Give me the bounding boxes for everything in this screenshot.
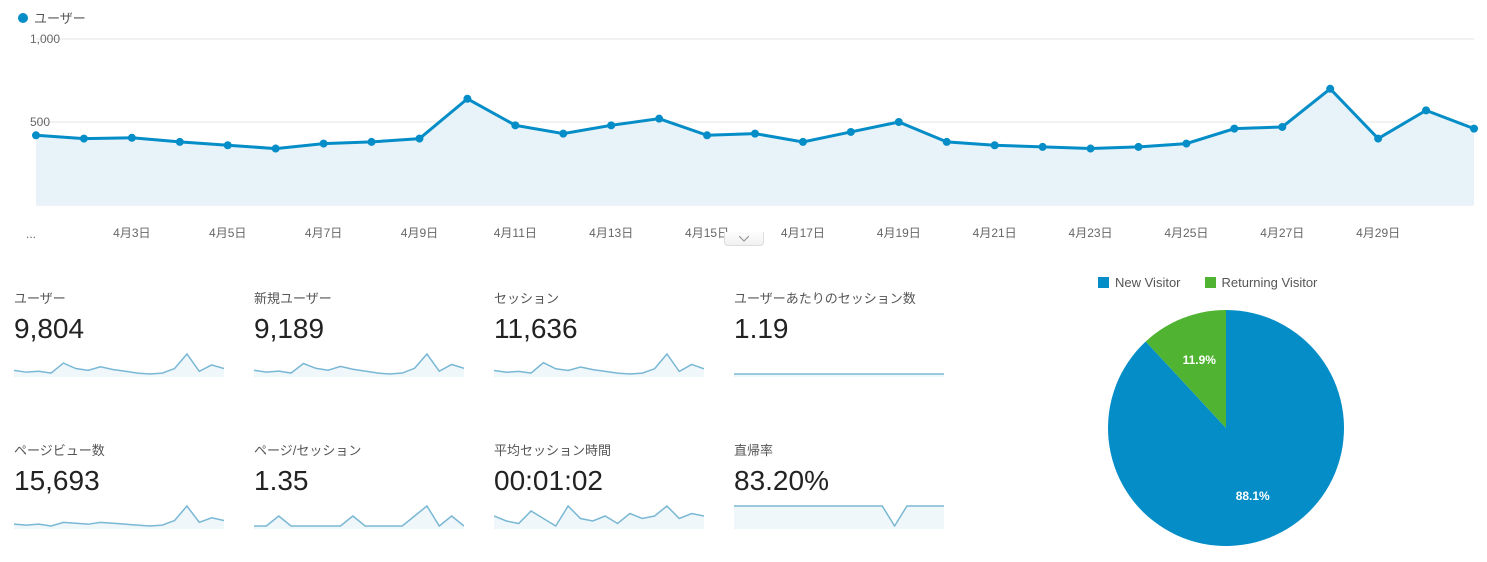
metric-sparkline xyxy=(14,501,224,529)
x-axis-tick-label: 4月5日 xyxy=(209,224,246,241)
pie-slice-label: 11.9% xyxy=(1183,353,1216,367)
metric-value: 1.35 xyxy=(254,465,474,497)
metric-new-users[interactable]: 新規ユーザー 9,189 xyxy=(254,275,474,397)
metric-value: 15,693 xyxy=(14,465,234,497)
pie-legend: New Visitor Returning Visitor xyxy=(1098,275,1477,290)
y-axis-tick-label: 1,000 xyxy=(30,32,60,46)
metric-users[interactable]: ユーザー 9,804 xyxy=(14,275,234,397)
legend-dot-icon xyxy=(18,13,28,23)
metric-bounce-rate[interactable]: 直帰率 83.20% xyxy=(734,427,954,549)
x-axis-tick-label: 4月7日 xyxy=(305,224,342,241)
legend-swatch-icon xyxy=(1098,277,1109,288)
metric-sparkline xyxy=(734,349,944,377)
metrics-grid: ユーザー 9,804 新規ユーザー 9,189 セッション 11,636 ユーザーあたりのセ… xyxy=(14,275,954,548)
metric-label: ユーザーあたりのセッション数 xyxy=(734,275,954,307)
pie-legend-label: New Visitor xyxy=(1115,275,1181,290)
metric-label: ページビュー数 xyxy=(14,427,234,459)
metric-value: 9,804 xyxy=(14,313,234,345)
metric-sessions[interactable]: セッション 11,636 xyxy=(494,275,714,397)
x-axis-tick-label: 4月19日 xyxy=(877,224,921,241)
x-axis-tick-label: 4月3日 xyxy=(113,224,150,241)
x-axis-tick-label: 4月17日 xyxy=(781,224,825,241)
pie-slice-label: 88.1% xyxy=(1236,489,1270,503)
x-axis-ellipsis: ... xyxy=(26,227,36,241)
x-axis-tick-label: 4月23日 xyxy=(1069,224,1113,241)
metric-label: 直帰率 xyxy=(734,427,954,459)
metric-label: ページ/セッション xyxy=(254,427,474,459)
x-axis-tick-label: 4月9日 xyxy=(401,224,438,241)
x-axis-tick-label: 4月25日 xyxy=(1164,224,1208,241)
chart-expand-handle[interactable] xyxy=(724,232,764,246)
metric-pageviews[interactable]: ページビュー数 15,693 xyxy=(14,427,234,549)
main-line-chart[interactable]: 5001,000 4月3日4月5日4月7日4月9日4月11日4月13日4月15日… xyxy=(18,33,1478,223)
metric-sparkline xyxy=(254,501,464,529)
metric-sparkline xyxy=(254,349,464,377)
x-axis-tick-label: 4月27日 xyxy=(1260,224,1304,241)
legend-swatch-icon xyxy=(1205,277,1216,288)
x-axis-tick-label: 4月29日 xyxy=(1356,224,1400,241)
metric-sess-per-user[interactable]: ユーザーあたりのセッション数 1.19 xyxy=(734,275,954,397)
metric-label: 平均セッション時間 xyxy=(494,427,714,459)
metric-value: 11,636 xyxy=(494,313,714,345)
metric-sparkline xyxy=(734,501,944,529)
pie-legend-label: Returning Visitor xyxy=(1222,275,1318,290)
metric-sparkline xyxy=(494,501,704,529)
main-chart-legend: ユーザー xyxy=(10,8,1477,27)
visitor-pie-chart[interactable]: 88.1% 11.9% xyxy=(1106,308,1346,548)
metric-value: 00:01:02 xyxy=(494,465,714,497)
x-axis-tick-label: 4月15日 xyxy=(685,224,729,241)
x-axis-tick-label: 4月13日 xyxy=(589,224,633,241)
metric-label: セッション xyxy=(494,275,714,307)
metric-sparkline xyxy=(494,349,704,377)
metric-value: 9,189 xyxy=(254,313,474,345)
metric-value: 83.20% xyxy=(734,465,954,497)
metric-label: 新規ユーザー xyxy=(254,275,474,307)
pie-legend-item: Returning Visitor xyxy=(1205,275,1318,290)
metric-label: ユーザー xyxy=(14,275,234,307)
metric-pages-per-sess[interactable]: ページ/セッション 1.35 xyxy=(254,427,474,549)
y-axis-tick-label: 500 xyxy=(30,115,50,129)
metric-avg-duration[interactable]: 平均セッション時間 00:01:02 xyxy=(494,427,714,549)
pie-legend-item: New Visitor xyxy=(1098,275,1181,290)
visitor-pie-area: New Visitor Returning Visitor 88.1% 11.9% xyxy=(978,275,1477,548)
metric-value: 1.19 xyxy=(734,313,954,345)
metric-sparkline xyxy=(14,349,224,377)
x-axis-tick-label: 4月11日 xyxy=(494,224,537,241)
x-axis-tick-label: 4月21日 xyxy=(973,224,1017,241)
chevron-down-icon xyxy=(739,236,749,242)
main-chart-legend-label: ユーザー xyxy=(34,8,86,27)
